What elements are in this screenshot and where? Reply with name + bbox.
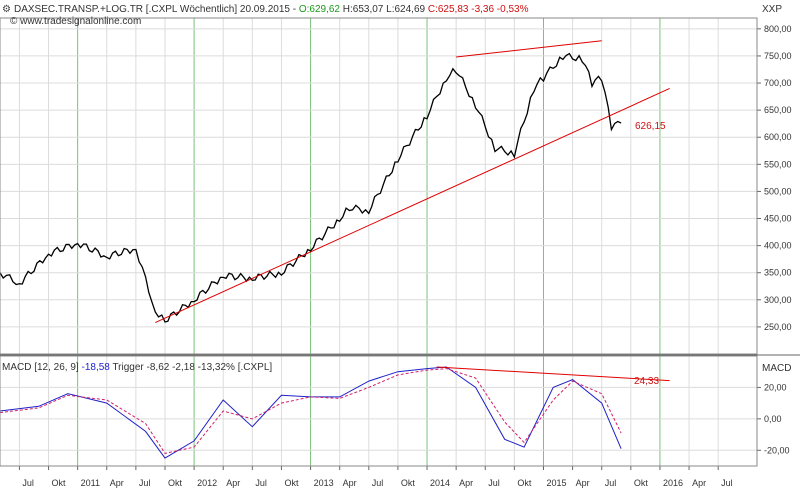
x-tick-label: Apr <box>226 478 240 488</box>
y-tick-label-macd: 0,00 <box>764 414 782 424</box>
macd-legend-trigger: Trigger -8,62 <box>110 362 170 373</box>
macd-legend-prefix: MACD [12, 26, 9] <box>2 362 81 373</box>
y-tick-label-price: 350,00 <box>764 268 792 278</box>
y-tick-label-price: 250,00 <box>764 322 792 332</box>
y-tick-label-price: 750,00 <box>764 51 792 61</box>
x-tick-label: Okt <box>168 478 183 488</box>
macd-panel-frame <box>0 355 758 467</box>
y-tick-label-price: 600,00 <box>764 132 792 142</box>
y-tick-label-macd: -20,00 <box>764 445 790 455</box>
macd-axis-label: MACD <box>762 363 791 374</box>
macd-legend-hist: -2,18 -13,32% [.CXPL] <box>169 362 272 373</box>
macd-annotation: 24,33 <box>634 376 659 387</box>
header-close: C:625,83 -3,36 -0,53% <box>428 4 529 15</box>
x-tick-label: Jul <box>139 478 151 488</box>
x-tick-label: Jul <box>255 478 267 488</box>
macd-legend: MACD [12, 26, 9] -18,58 Trigger -8,62 -2… <box>2 362 272 373</box>
y-tick-label-price: 400,00 <box>764 241 792 251</box>
x-tick-label: Apr <box>692 478 706 488</box>
header-high: H:653,07 <box>343 4 384 15</box>
x-tick-label: 2016 <box>663 478 683 488</box>
x-tick-label: Jul <box>605 478 617 488</box>
header-title: DAXSEC.TRANSP.+LOG.TR [.CXPL Wöchentlich… <box>14 4 529 15</box>
x-tick-label: Jul <box>488 478 500 488</box>
macd-series-line <box>0 366 622 459</box>
x-tick-label: 2014 <box>430 478 450 488</box>
x-tick-label: 2011 <box>81 478 100 488</box>
macd-legend-text: MACD [12, 26, 9] -18,58 Trigger -8,62 -2… <box>2 362 272 373</box>
trigger-series-line <box>0 368 622 454</box>
y-tick-label-price: 700,00 <box>764 78 792 88</box>
y-tick-label-price: 650,00 <box>764 105 792 115</box>
header-open: O:629,62 <box>299 4 341 15</box>
macd-trend-line <box>436 366 670 382</box>
price-annotation: 626,15 <box>635 121 666 132</box>
x-tick-label: 2012 <box>197 478 217 488</box>
x-tick-label: Jul <box>372 478 384 488</box>
y-tick-label-macd: 20,00 <box>764 382 787 392</box>
x-tick-label: 2013 <box>314 478 334 488</box>
header-instrument: DAXSEC.TRANSP.+LOG.TR [.CXPL Wöchentlich… <box>14 4 299 15</box>
price-panel-frame <box>0 17 758 355</box>
x-tick-label: Apr <box>459 478 473 488</box>
y-tick-label-price: 300,00 <box>764 295 792 305</box>
y-tick-label-price: 800,00 <box>764 24 792 34</box>
x-tick-label: Okt <box>517 478 532 488</box>
price-trend-line <box>155 87 670 324</box>
price-trend-line <box>456 40 602 58</box>
x-tick-label: Okt <box>284 478 299 488</box>
y-tick-label-price: 550,00 <box>764 159 792 169</box>
x-tick-label: Apr <box>110 478 124 488</box>
x-tick-label: Jul <box>721 478 733 488</box>
header-legend: ⚙ DAXSEC.TRANSP.+LOG.TR [.CXPL Wöchentli… <box>2 4 529 27</box>
x-tick-label: Apr <box>576 478 590 488</box>
header-low: L:624,69 <box>386 4 425 15</box>
settings-icon[interactable]: ⚙ <box>2 4 11 15</box>
x-tick-label: Jul <box>22 478 34 488</box>
watermark: © www.tradesignalonline.com <box>10 16 141 27</box>
x-tick-label: Okt <box>52 478 67 488</box>
x-tick-label: Okt <box>634 478 649 488</box>
price-axis-label: XXP <box>762 4 782 15</box>
x-tick-label: Apr <box>343 478 357 488</box>
x-tick-label: 2015 <box>546 478 566 488</box>
y-tick-label-price: 450,00 <box>764 214 792 224</box>
x-tick-label: Okt <box>401 478 416 488</box>
y-tick-label-price: 500,00 <box>764 186 792 196</box>
macd-legend-value: -18,58 <box>81 362 110 373</box>
